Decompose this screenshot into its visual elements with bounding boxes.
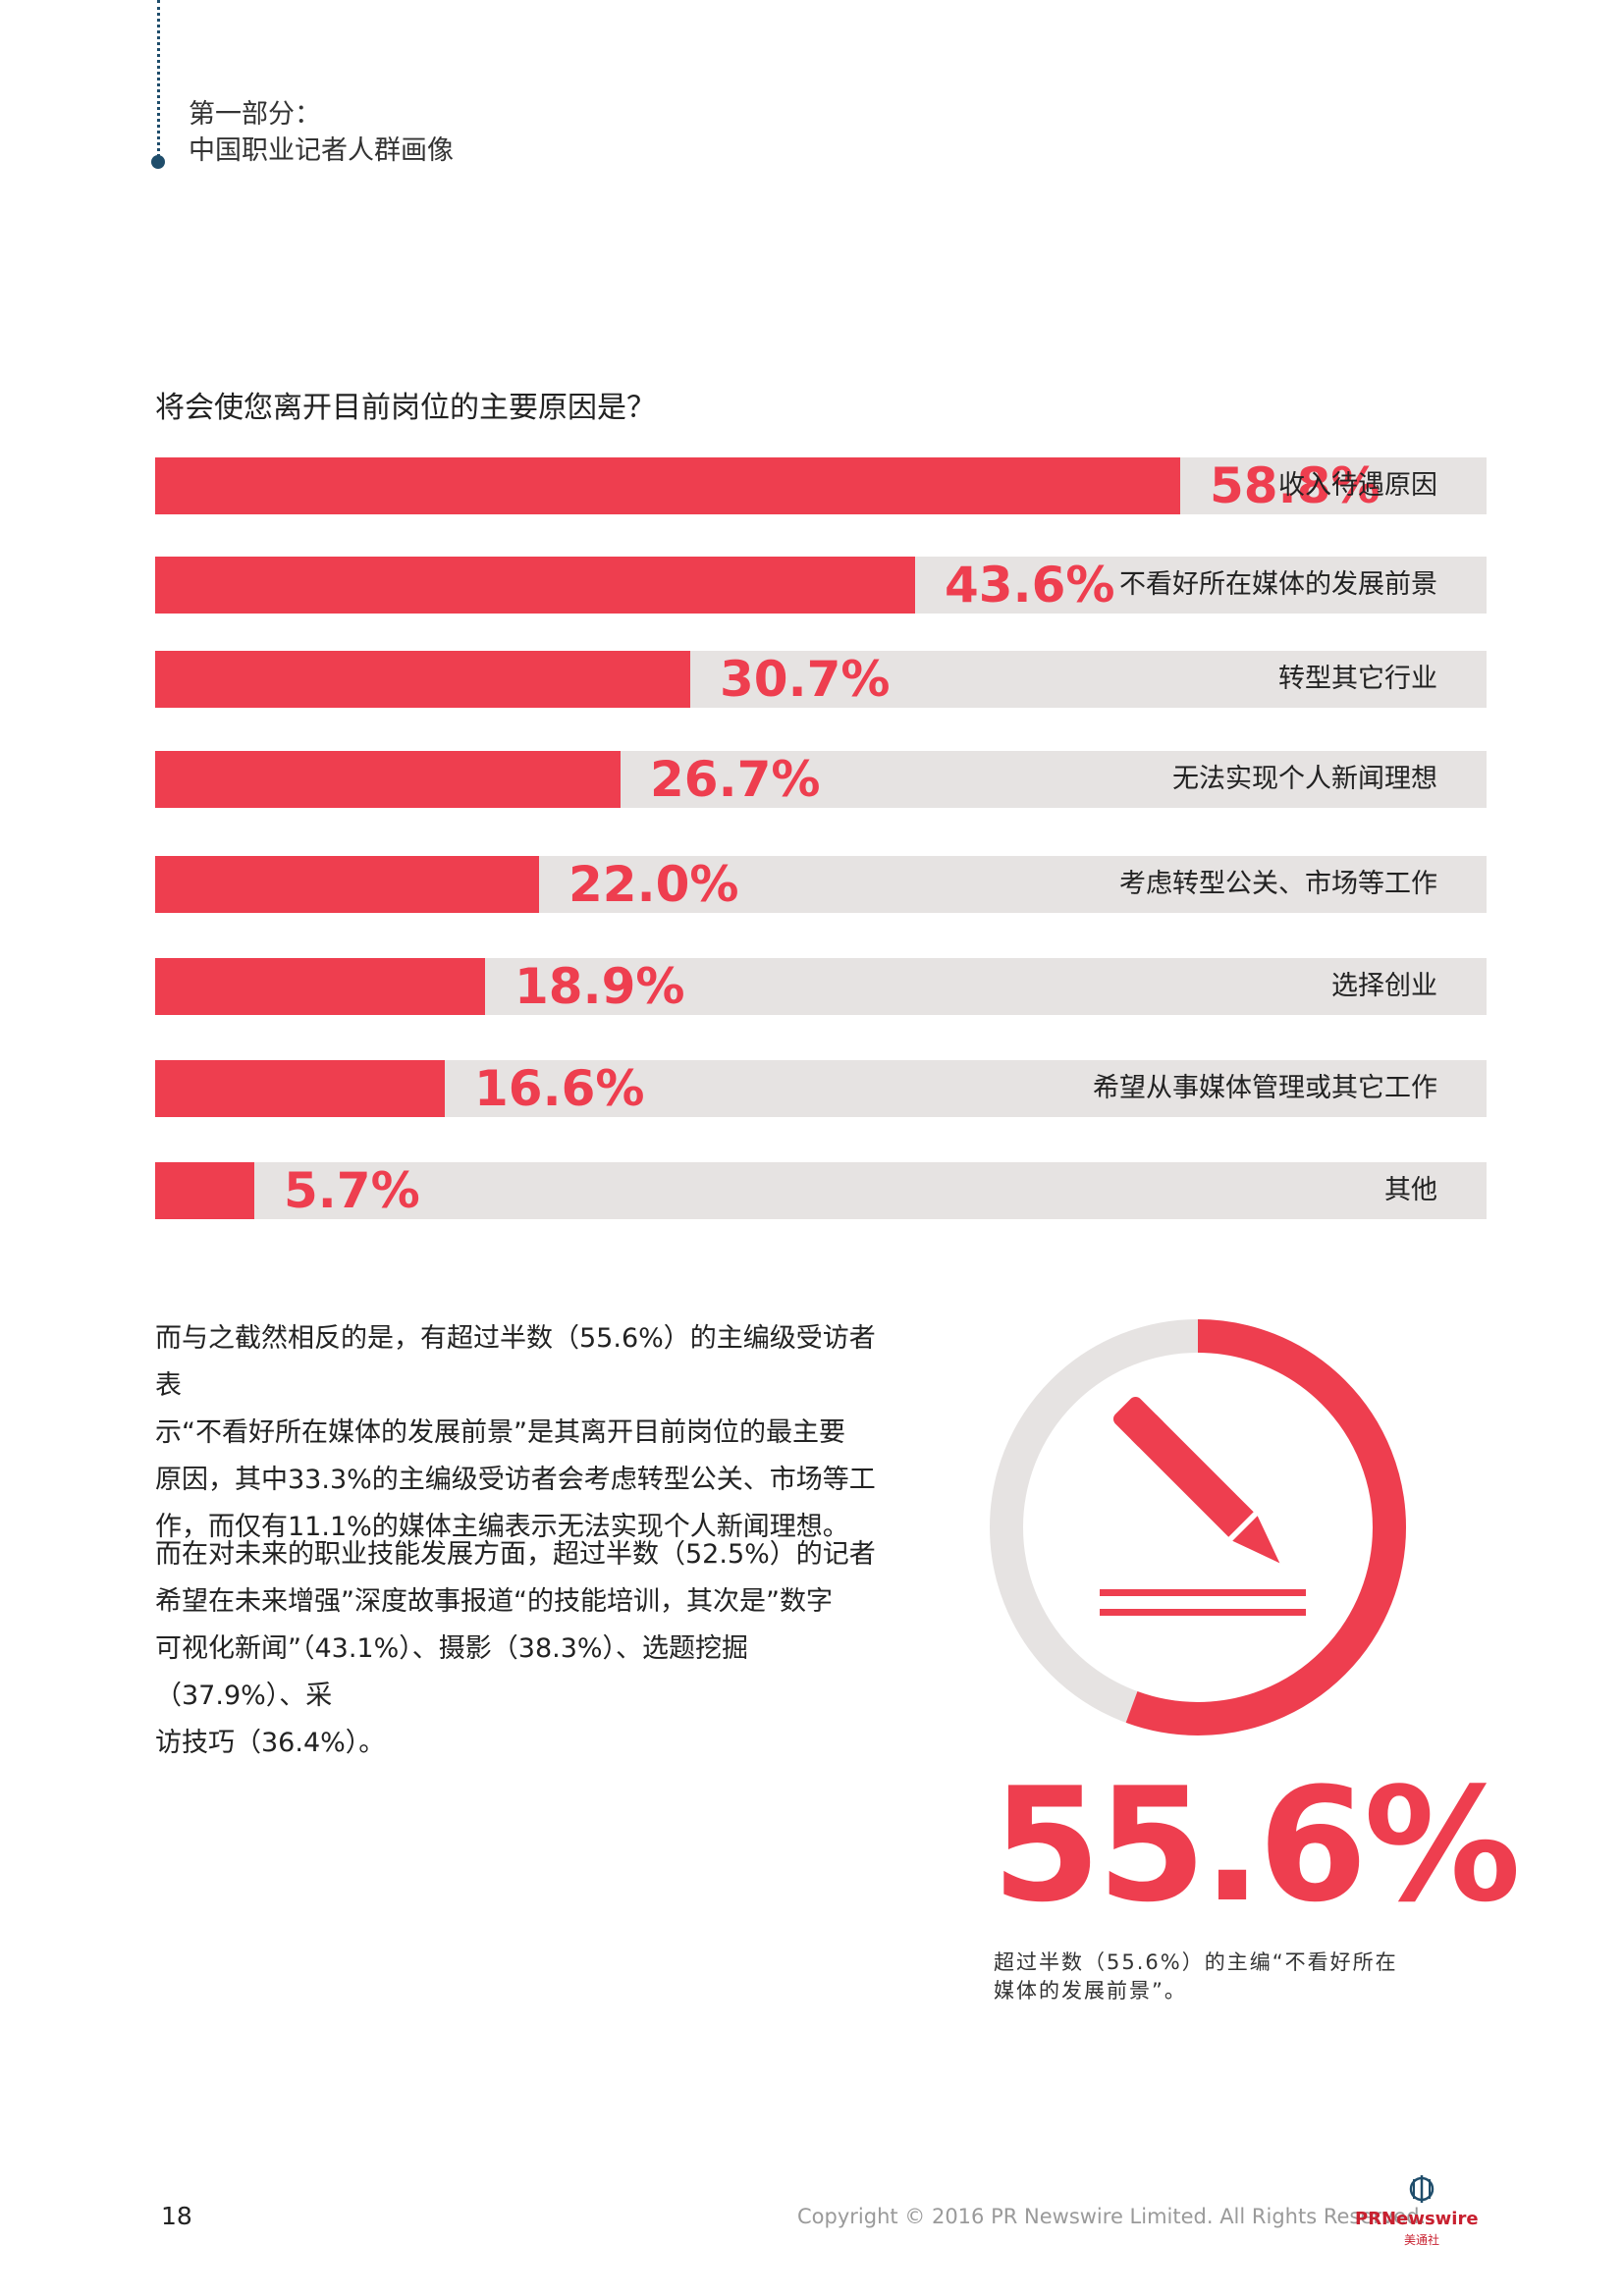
- bar-fill: [155, 1162, 254, 1219]
- bar-value-label: 5.7%: [284, 1162, 420, 1219]
- bar-value-label: 26.7%: [650, 751, 821, 808]
- bar-row: 18.9% 选择创业: [155, 958, 1487, 1015]
- bar-category-label: 不看好所在媒体的发展前景: [1119, 569, 1437, 600]
- bar-value-label: 30.7%: [720, 651, 891, 708]
- bar-row: 30.7% 转型其它行业: [155, 651, 1487, 708]
- highlight-caption-line1: 超过半数（55.6%）的主编“不看好所在: [994, 1950, 1398, 1974]
- bar-category-label: 无法实现个人新闻理想: [1172, 764, 1437, 794]
- bar-row: 16.6% 希望从事媒体管理或其它工作: [155, 1060, 1487, 1117]
- bar-fill: [155, 457, 1180, 514]
- bar-fill: [155, 958, 485, 1015]
- bar-value-label: 18.9%: [514, 958, 685, 1015]
- paragraph-line: 访技巧（36.4%）。: [155, 1728, 386, 1758]
- highlight-percent: 55.6%: [992, 1753, 1521, 1937]
- bar-fill: [155, 1060, 445, 1117]
- paragraph-line: 作，而仅有11.1%的媒体主编表示无法实现个人新闻理想。: [155, 1512, 849, 1542]
- logo-chinese: 美通社: [1404, 2233, 1440, 2247]
- underline-1: [1100, 1589, 1306, 1596]
- bar-category-label: 考虑转型公关、市场等工作: [1119, 869, 1437, 899]
- bar-value-label: 43.6%: [945, 557, 1115, 614]
- logo-wordmark: PRNewswire: [1355, 2209, 1479, 2229]
- paragraph-line: 希望在未来增强”深度故事报道“的技能培训，其次是”数字: [155, 1586, 833, 1617]
- prnewswire-logo: PRNewswire 美通社: [1355, 2171, 1489, 2250]
- bar-row: 26.7% 无法实现个人新闻理想: [155, 751, 1487, 808]
- paragraph-line: 而与之截然相反的是，有超过半数（55.6%）的主编级受访者表: [155, 1323, 876, 1401]
- paragraph-skills-findings: 而在对未来的职业技能发展方面，超过半数（52.5%）的记者 希望在未来增强”深度故…: [155, 1531, 882, 1767]
- bar-category-label: 转型其它行业: [1278, 664, 1437, 694]
- bar-value-label: 16.6%: [474, 1060, 645, 1117]
- bar-value-label: 22.0%: [568, 856, 739, 913]
- underline-2: [1100, 1609, 1306, 1616]
- bar-category-label: 希望从事媒体管理或其它工作: [1093, 1073, 1437, 1103]
- paragraph-editor-findings: 而与之截然相反的是，有超过半数（55.6%）的主编级受访者表示“不看好所在媒体的…: [155, 1315, 882, 1551]
- bar-row: 58.8% 收入待遇原因: [155, 457, 1487, 514]
- bar-fill: [155, 856, 539, 913]
- paragraph-line: 而在对未来的职业技能发展方面，超过半数（52.5%）的记者: [155, 1539, 876, 1570]
- bar-row: 43.6% 不看好所在媒体的发展前景: [155, 557, 1487, 614]
- donut-value-arc: [990, 1319, 1406, 1735]
- section-header-line2: 中国职业记者人群画像: [189, 135, 454, 166]
- section-header-line1: 第一部分：: [189, 99, 321, 130]
- paragraph-line: 可视化新闻”（43.1%）、摄影（38.3%）、选题挖掘（37.9%）、采: [155, 1633, 749, 1711]
- header-dotted-line: [157, 0, 160, 157]
- chart-title: 将会使您离开目前岗位的主要原因是？: [155, 391, 656, 425]
- page-number: 18: [161, 2202, 192, 2230]
- section-header: 第一部分： 中国职业记者人群画像: [189, 96, 454, 169]
- donut-chart: [990, 1319, 1406, 1735]
- bar-category-label: 收入待遇原因: [1278, 470, 1437, 501]
- logo-globe-icon: [1409, 2175, 1435, 2203]
- header-dot: [151, 155, 165, 169]
- bar-category-label: 其他: [1384, 1175, 1437, 1205]
- paragraph-line: 示“不看好所在媒体的发展前景”是其离开目前岗位的最主要: [155, 1417, 845, 1448]
- bar-fill: [155, 651, 690, 708]
- bar-value-label: 58.8%: [1210, 457, 1380, 514]
- bar-fill: [155, 557, 915, 614]
- copyright-text: Copyright © 2016 PR Newswire Limited. Al…: [797, 2205, 1427, 2228]
- bar-row: 22.0% 考虑转型公关、市场等工作: [155, 856, 1487, 913]
- highlight-caption-line2: 媒体的发展前景”。: [994, 1979, 1187, 2002]
- bar-fill: [155, 751, 621, 808]
- bar-row: 5.7% 其他: [155, 1162, 1487, 1219]
- paragraph-line: 原因，其中33.3%的主编级受访者会考虑转型公关、市场等工: [155, 1465, 876, 1495]
- highlight-caption: 超过半数（55.6%）的主编“不看好所在 媒体的发展前景”。: [994, 1949, 1426, 2005]
- pencil-icon: [1100, 1396, 1280, 1564]
- bar-category-label: 选择创业: [1331, 971, 1437, 1001]
